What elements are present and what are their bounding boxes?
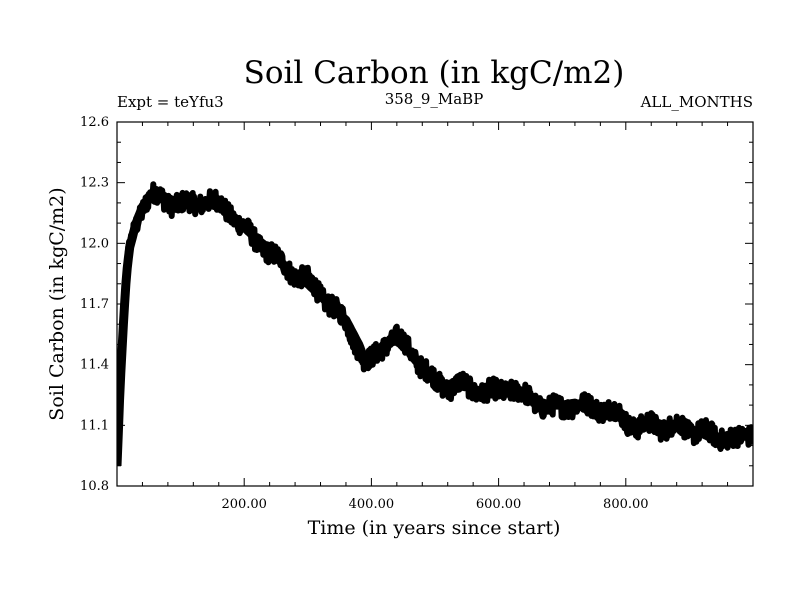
expt-label: Expt = teYfu3 xyxy=(117,93,224,111)
y-axis-label: Soil Carbon (in kgC/m2) xyxy=(46,187,68,420)
left-mask xyxy=(0,0,117,600)
x-axis-label: Time (in years since start) xyxy=(308,517,561,539)
series-line xyxy=(114,181,756,460)
y-tick-label: 12.0 xyxy=(80,236,109,251)
right-mask xyxy=(753,0,800,600)
chart-title: Soil Carbon (in kgC/m2) xyxy=(244,55,625,91)
y-tick-label: 11.4 xyxy=(80,358,109,373)
y-tick-label: 12.3 xyxy=(80,176,109,191)
x-tick-label: 600.00 xyxy=(476,497,522,512)
x-tick-label: 400.00 xyxy=(349,497,395,512)
y-tick-label: 10.8 xyxy=(80,479,109,494)
x-tick-label: 800.00 xyxy=(603,497,649,512)
y-tick-label: 11.1 xyxy=(80,418,109,433)
series-band xyxy=(112,188,757,466)
months-label: ALL_MONTHS xyxy=(640,93,753,111)
y-tick-label: 11.7 xyxy=(80,297,109,312)
period-label: 358_9_MaBP xyxy=(385,90,484,108)
y-tick-label: 12.6 xyxy=(80,115,109,130)
x-tick-label: 200.00 xyxy=(221,497,267,512)
